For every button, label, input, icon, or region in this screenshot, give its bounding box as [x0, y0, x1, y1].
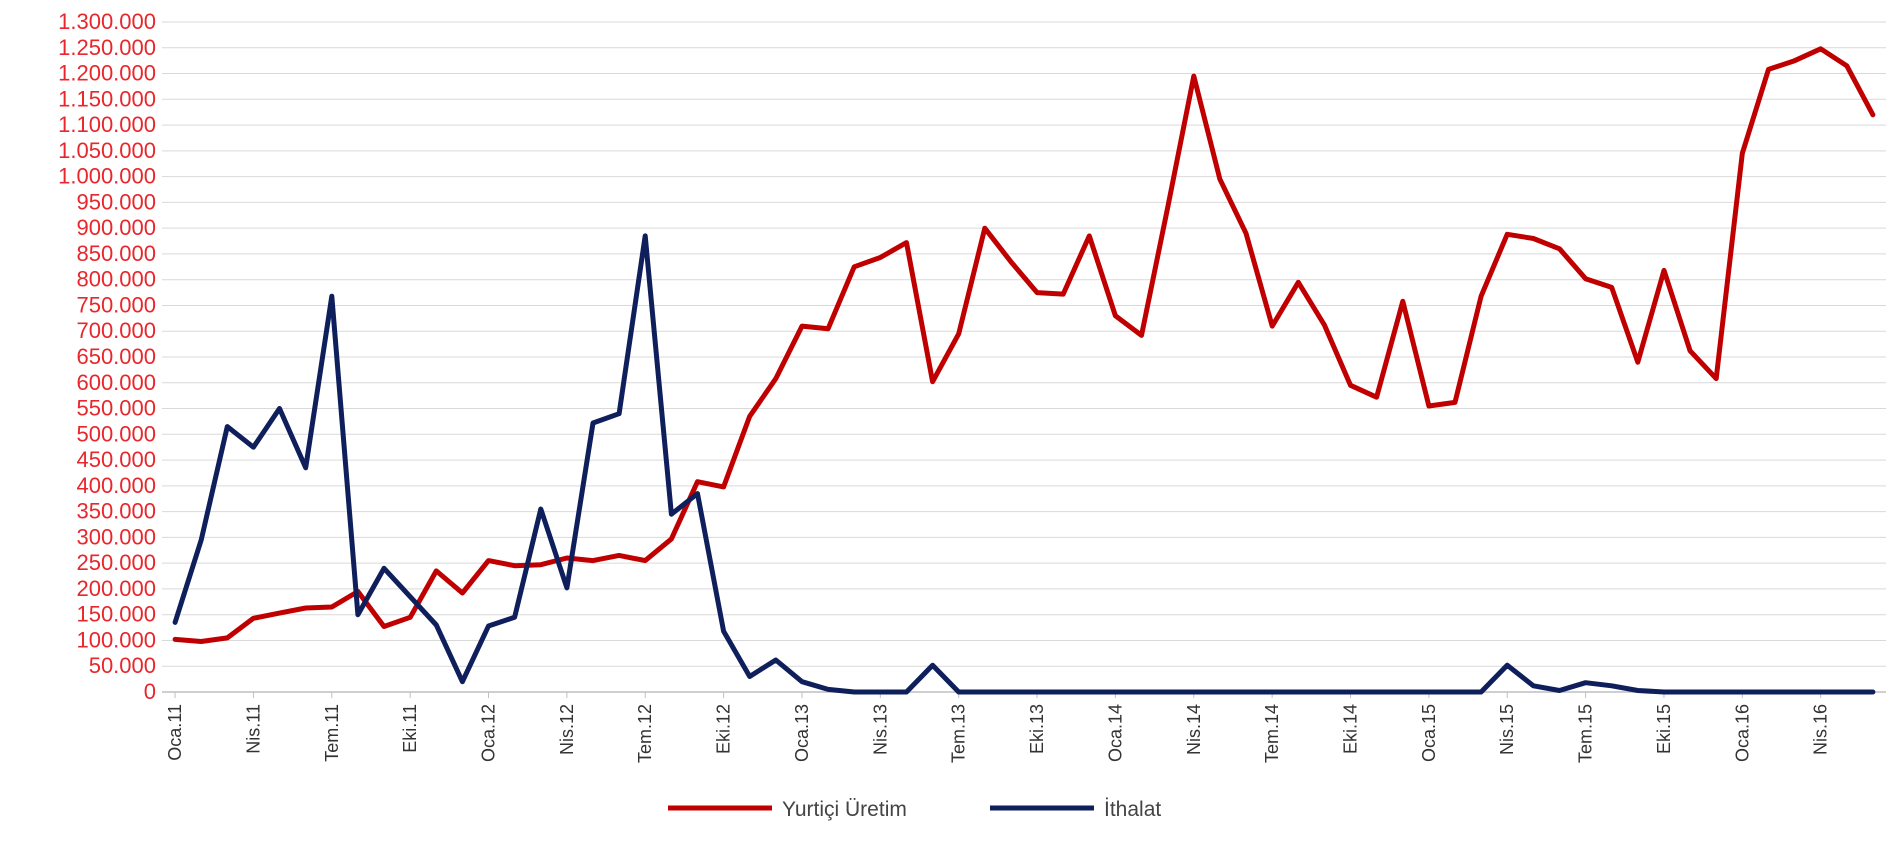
x-tick-label: Tem.12	[635, 704, 655, 763]
y-tick-label: 550.000	[76, 396, 156, 421]
y-tick-label: 600.000	[76, 370, 156, 395]
x-tick-label: Oca.15	[1419, 704, 1439, 762]
x-tick-label: Tem.11	[322, 704, 342, 762]
x-tick-label: Eki.15	[1654, 704, 1674, 754]
y-tick-label: 100.000	[76, 627, 156, 652]
x-tick-label: Oca.11	[165, 704, 185, 761]
y-tick-label: 450.000	[76, 447, 156, 472]
y-tick-label: 650.000	[76, 344, 156, 369]
y-tick-label: 1.300.000	[58, 9, 156, 34]
x-tick-label: Oca.12	[479, 704, 499, 762]
y-tick-label: 1.050.000	[58, 138, 156, 163]
y-tick-label: 850.000	[76, 241, 156, 266]
series-line-ithalat	[172, 233, 1876, 695]
legend: Yurtiçi Üretim İthalat	[668, 798, 1161, 821]
legend-item-yurtici-uretim: Yurtiçi Üretim	[668, 798, 907, 821]
y-tick-label: 950.000	[76, 189, 156, 214]
y-tick-label: 1.000.000	[58, 164, 156, 189]
series-lines	[172, 46, 1876, 695]
x-tick-label: Oca.16	[1732, 704, 1752, 762]
y-tick-label: 1.150.000	[58, 86, 156, 111]
x-tick-label: Tem.13	[949, 704, 969, 763]
y-tick-label: 300.000	[76, 524, 156, 549]
y-tick-label: 1.250.000	[58, 35, 156, 60]
x-tick-label: Nis.13	[870, 704, 890, 755]
x-tick-label: Nis.12	[557, 704, 577, 755]
y-tick-label: 200.000	[76, 576, 156, 601]
y-tick-label: 1.100.000	[58, 112, 156, 137]
x-axis-tick-labels: Oca.11 Nis.11 Tem.11 Eki.11 Oca.12 Nis.12 Tem.…	[165, 692, 1831, 763]
x-tick-label: Eki.11	[400, 704, 420, 753]
x-tick-label: Nis.15	[1497, 704, 1517, 755]
y-tick-label: 400.000	[76, 473, 156, 498]
legend-item-ithalat: İthalat	[990, 798, 1161, 821]
x-tick-label: Nis.11	[243, 704, 263, 754]
gridlines	[162, 21, 1886, 667]
x-tick-label: Tem.14	[1262, 704, 1282, 763]
series-line-yurtici-uretim	[172, 46, 1876, 644]
y-tick-label: 800.000	[76, 267, 156, 292]
y-tick-label: 500.000	[76, 421, 156, 446]
y-tick-label: 750.000	[76, 292, 156, 317]
x-tick-label: Nis.16	[1811, 704, 1831, 755]
y-tick-label: 350.000	[76, 499, 156, 524]
x-tick-label: Eki.13	[1027, 704, 1047, 754]
y-tick-label: 0	[144, 679, 156, 704]
x-tick-label: Oca.13	[792, 704, 812, 762]
x-tick-label: Eki.14	[1341, 704, 1361, 754]
y-axis-tick-labels: 050.000100.000150.000200.000250.000300.0…	[58, 9, 156, 704]
x-tick-label: Oca.14	[1105, 704, 1125, 762]
legend-label-ithalat: İthalat	[1104, 798, 1161, 821]
y-tick-label: 900.000	[76, 215, 156, 240]
y-tick-label: 1.200.000	[58, 61, 156, 86]
x-tick-label: Nis.14	[1184, 704, 1204, 755]
y-tick-label: 700.000	[76, 318, 156, 343]
legend-label-yurtici-uretim: Yurtiçi Üretim	[782, 798, 907, 821]
y-tick-label: 150.000	[76, 602, 156, 627]
y-tick-label: 50.000	[89, 653, 156, 678]
y-tick-label: 250.000	[76, 550, 156, 575]
x-tick-label: Tem.15	[1576, 704, 1596, 763]
x-tick-label: Eki.12	[714, 704, 734, 754]
